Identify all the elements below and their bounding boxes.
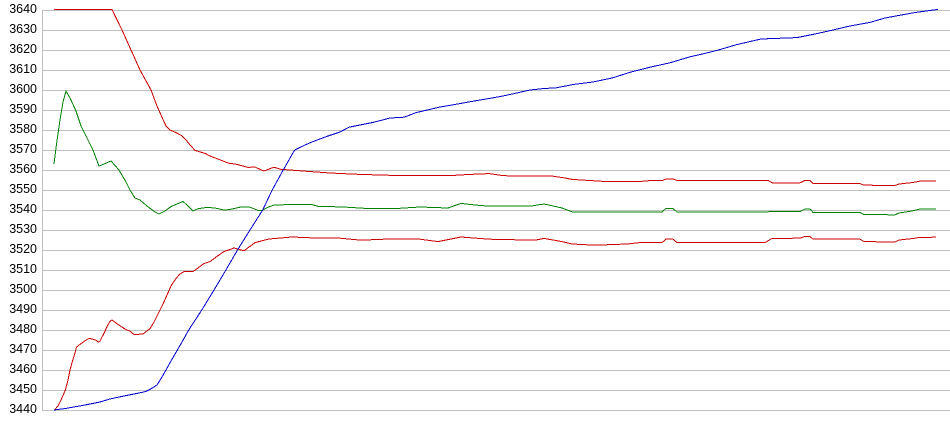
svg-text:3590: 3590: [9, 102, 37, 116]
svg-text:3640: 3640: [9, 2, 37, 16]
svg-text:3620: 3620: [9, 42, 37, 56]
svg-text:3510: 3510: [9, 262, 37, 276]
svg-text:3520: 3520: [9, 242, 37, 256]
svg-text:3540: 3540: [9, 202, 37, 216]
svg-text:3500: 3500: [9, 282, 37, 296]
svg-text:3460: 3460: [9, 362, 37, 376]
svg-text:3570: 3570: [9, 142, 37, 156]
svg-text:3440: 3440: [9, 402, 37, 416]
svg-text:3610: 3610: [9, 62, 37, 76]
svg-text:3470: 3470: [9, 342, 37, 356]
svg-text:3480: 3480: [9, 322, 37, 336]
svg-text:3530: 3530: [9, 222, 37, 236]
svg-text:3550: 3550: [9, 182, 37, 196]
svg-text:3450: 3450: [9, 382, 37, 396]
svg-text:3630: 3630: [9, 22, 37, 36]
svg-text:3560: 3560: [9, 162, 37, 176]
svg-text:3600: 3600: [9, 82, 37, 96]
svg-text:3580: 3580: [9, 122, 37, 136]
svg-text:3490: 3490: [9, 302, 37, 316]
